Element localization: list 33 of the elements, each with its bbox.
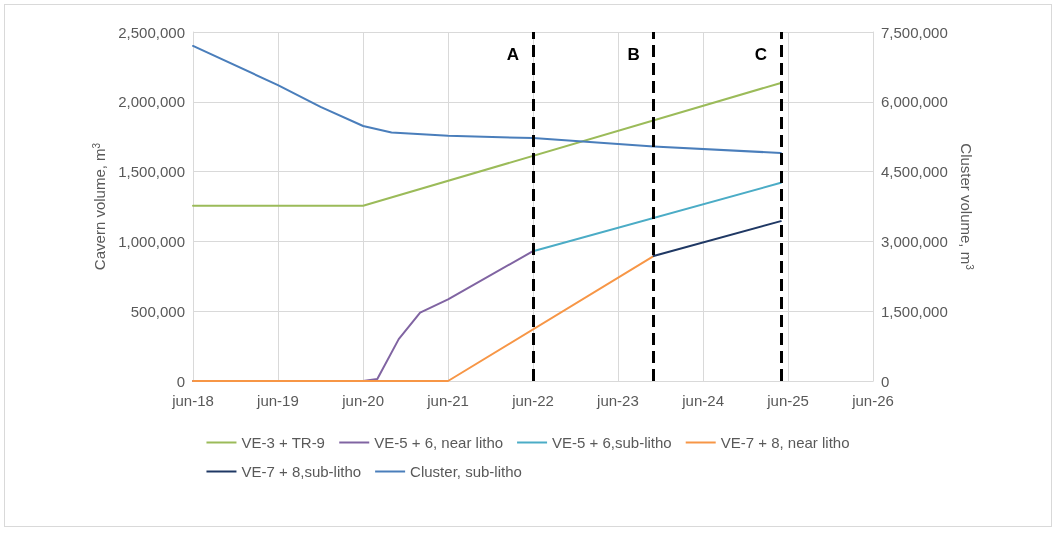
ref-line-label: A [506, 45, 520, 64]
legend-label: VE-7 + 8, near litho [720, 434, 850, 451]
x-tick-label: jun-26 [851, 392, 894, 409]
y2-tick-label: 1,500,000 [881, 302, 948, 320]
y2-tick-label: 4,500,000 [881, 163, 948, 181]
x-tick-label: jun-25 [766, 392, 809, 409]
x-tick-label: jun-22 [511, 392, 554, 409]
ref-line-label: B [627, 45, 640, 64]
y-tick-label: 2,000,000 [118, 93, 185, 111]
y2-axis-title: Cluster volume, m3 [957, 143, 975, 271]
legend-label: VE-5 + 6,sub-litho [552, 434, 672, 451]
y-axis-title: Cavern volume, m3 [91, 142, 109, 271]
x-tick-label: jun-20 [341, 392, 384, 409]
legend-label: VE-3 + TR-9 [241, 434, 325, 451]
y-tick-label: 1,500,000 [118, 163, 185, 181]
ref-line-label: C [754, 45, 767, 64]
y-tick-label: 500,000 [130, 302, 185, 320]
legend-label: VE-7 + 8,sub-litho [241, 463, 362, 480]
y2-tick-label: 3,000,000 [881, 232, 948, 250]
x-tick-label: jun-19 [256, 392, 299, 409]
y-tick-label: 2,500,000 [118, 23, 185, 41]
y2-tick-label: 7,500,000 [881, 23, 948, 41]
y-tick-label: 0 [176, 372, 185, 390]
x-tick-label: jun-23 [596, 392, 639, 409]
x-tick-label: jun-18 [171, 392, 214, 409]
y-tick-label: 1,000,000 [118, 232, 185, 250]
x-tick-label: jun-21 [426, 392, 469, 409]
y2-tick-label: 0 [881, 372, 890, 390]
legend-label: Cluster, sub-litho [410, 463, 522, 480]
y2-tick-label: 6,000,000 [881, 93, 948, 111]
legend-label: VE-5 + 6, near litho [374, 434, 504, 451]
line-series [192, 44, 782, 154]
x-tick-label: jun-24 [681, 392, 724, 409]
